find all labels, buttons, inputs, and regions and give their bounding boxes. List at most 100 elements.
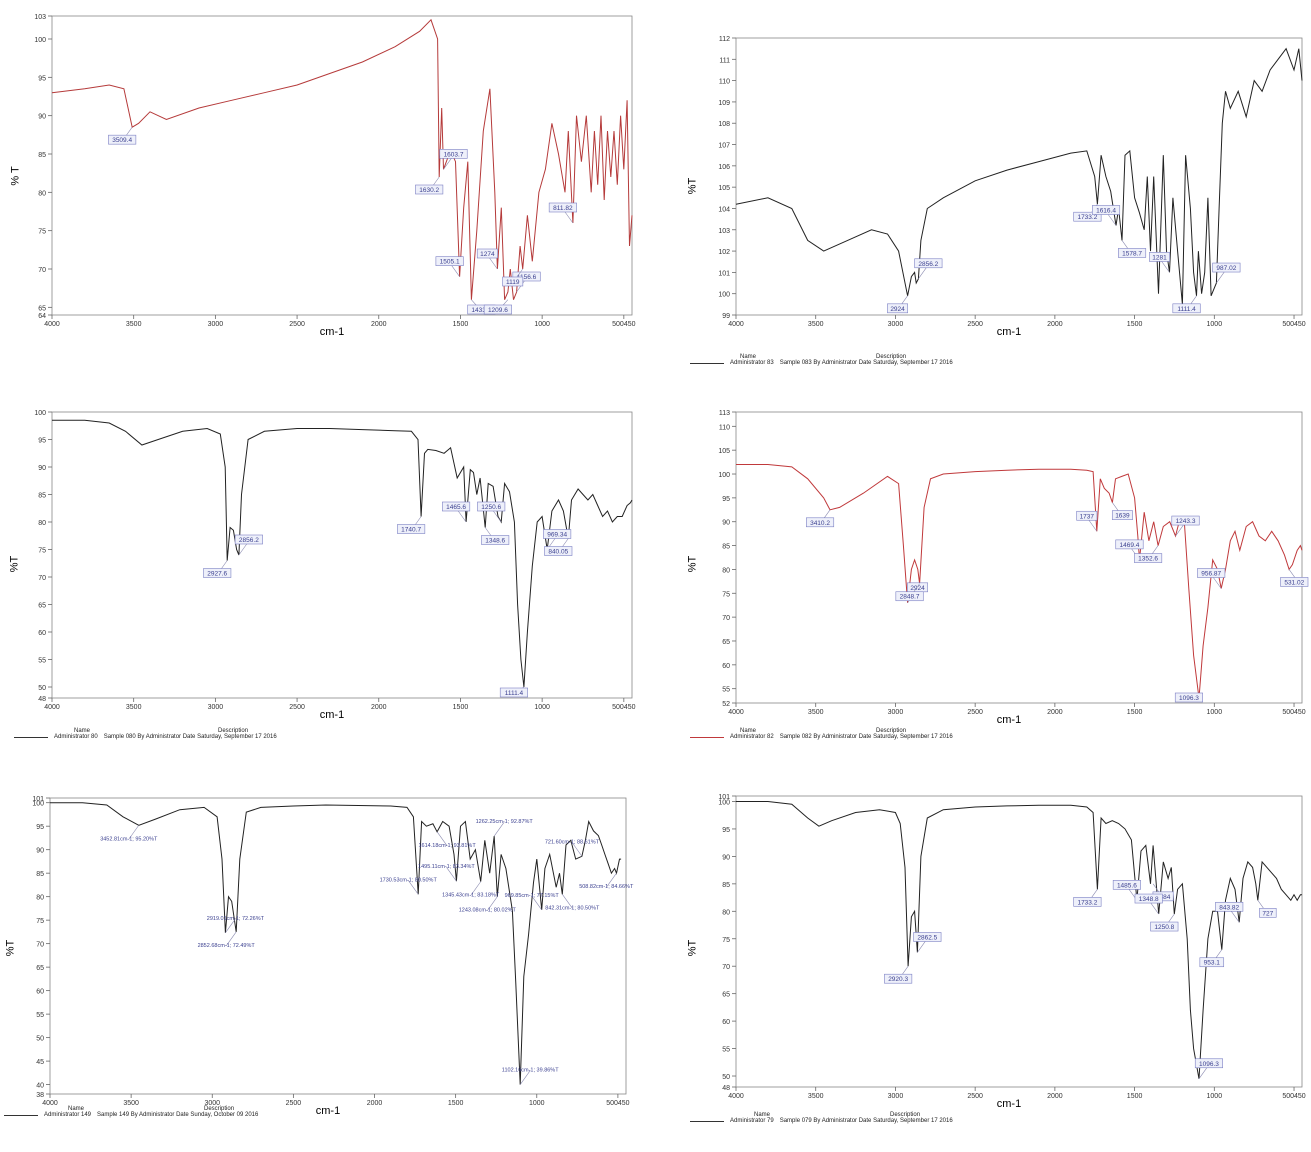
peak-label-box [887, 303, 909, 314]
peak-label-box [483, 304, 512, 315]
peak-label: 811.82 [553, 205, 573, 212]
x-tick-label: 3500 [808, 321, 824, 328]
y-tick-label: 52 [722, 701, 730, 708]
y-tick-label: 70 [38, 575, 46, 582]
x-tick-label: 4000 [42, 1100, 58, 1107]
x-tick-label: 1000 [1207, 709, 1223, 716]
legend-description: Sample 149 By Administrator Date Sunday,… [97, 1112, 259, 1118]
peak-leader [531, 895, 542, 910]
legend-name-header: Name [740, 728, 757, 734]
y-tick-label: 108 [718, 121, 730, 128]
peak-label-box [512, 271, 541, 282]
peak-leader [407, 880, 419, 895]
peak-label: 1111.4 [505, 690, 524, 697]
peak-label-box [1194, 1058, 1223, 1069]
y-tick-label: 85 [38, 152, 46, 159]
x-tick-label: 1000 [1207, 321, 1223, 328]
legend-footer: Name Description Administrator 82 Sample 0… [690, 728, 953, 740]
legend-name-header: Name [740, 354, 757, 360]
peak-label-box [108, 134, 137, 145]
plot-frame [51, 411, 633, 699]
peak-label-box [1197, 568, 1226, 578]
y-tick-label: 110 [719, 424, 730, 431]
legend-name-header: Name [74, 728, 91, 734]
y-tick-label: 100 [34, 410, 46, 417]
x-tick-label: 3000 [888, 709, 904, 716]
peak-label: 2862.5 [917, 934, 937, 941]
peak-label: 1102.16cm-1; 39.86%T [502, 1068, 559, 1074]
y-tick-label: 70 [38, 267, 46, 274]
x-axis-label: cm-1 [320, 326, 344, 338]
legend-desc-header: Description [890, 1112, 921, 1118]
y-tick-label: 106 [718, 164, 730, 171]
y-tick-label: 90 [722, 520, 730, 527]
x-tick-label: 1500 [1127, 1093, 1143, 1100]
plot-frame [735, 411, 1303, 704]
peak-label: 1737 [1080, 513, 1095, 520]
legend-desc-header: Description [204, 1106, 235, 1112]
legend-swatch [14, 736, 48, 738]
peak-label: 1465.6 [446, 504, 466, 511]
spectrum-panel-4: %T 52 55 60 65 70 75 80 85 90 95 100 105 110 113 4000 3… [670, 398, 1310, 768]
y-tick-label: 85 [722, 544, 730, 551]
legend-desc-header: Description [218, 728, 249, 734]
peak-leader [436, 831, 448, 847]
peak-label-box [397, 524, 426, 534]
peak-label: 1433.2 [471, 307, 491, 314]
peak-leader [128, 825, 140, 840]
peak-label: 1345.43cm-1; 83.18%T [442, 893, 500, 899]
y-tick-label: 80 [722, 567, 730, 574]
peak-label: 1348.6 [485, 538, 505, 545]
y-tick-label: 80 [722, 909, 730, 916]
peak-leader [562, 894, 573, 909]
x-tick-label: 3000 [888, 321, 904, 328]
peak-label: 1733.2 [1077, 214, 1097, 221]
peak-label-box [913, 932, 942, 942]
y-tick-label: 103 [718, 228, 730, 235]
peak-leader [487, 896, 498, 911]
peak-label: 1243.3 [1176, 518, 1196, 525]
peak-leader [571, 842, 583, 857]
peak-label-box [1134, 893, 1163, 904]
x-tick-label: 2000 [1047, 1093, 1063, 1100]
x-axis-label: cm-1 [320, 709, 344, 721]
x-tick-label: 1500 [453, 321, 469, 328]
peak-label-box [476, 248, 498, 259]
peak-label: 1733.2 [1077, 899, 1097, 906]
y-tick-label: 95 [36, 824, 44, 831]
peak-label: 2924 [890, 306, 905, 313]
peak-label: 1384 [1156, 894, 1171, 901]
y-tick-label: 65 [722, 992, 730, 999]
x-tick-label: 4000 [728, 709, 744, 716]
y-tick-label: 55 [722, 1047, 730, 1054]
x-tick-label: 2500 [967, 709, 983, 716]
y-tick-label: 75 [38, 548, 46, 555]
legend-swatch [690, 1120, 724, 1122]
spectrum-line [735, 47, 1303, 305]
peak-label-box [481, 535, 510, 545]
spectrum-panel-1: % T 64 65 70 75 80 85 90 95 100 103 4000 3500 3000 25… [0, 0, 640, 370]
legend-footer: Name Description Administrator 80 Sample 0… [14, 728, 277, 740]
peak-label-box [1212, 262, 1241, 273]
peak-label-box [477, 501, 506, 512]
plot-frame [49, 797, 627, 1095]
spectrum-line [51, 18, 633, 300]
y-tick-label: 65 [38, 603, 46, 610]
peak-leader [606, 873, 617, 888]
x-tick-label: 500450 [612, 321, 635, 328]
peak-leader [493, 821, 505, 837]
x-tick-label: 2000 [1047, 709, 1063, 716]
legend-description: Sample 080 By Administrator Date Saturda… [103, 734, 277, 740]
y-tick-label: 99 [722, 313, 730, 320]
x-tick-label: 2500 [286, 1100, 302, 1107]
x-tick-label: 500450 [1282, 709, 1305, 716]
y-tick-label: 101 [718, 270, 730, 277]
x-tick-label: 1500 [1127, 709, 1143, 716]
y-tick-label: 60 [38, 630, 46, 637]
peak-label: 721.60cm-1; 88.61%T [545, 839, 600, 845]
y-tick-label: 105 [718, 185, 730, 192]
y-tick-label: 85 [722, 882, 730, 889]
x-tick-label: 4000 [728, 1093, 744, 1100]
legend-description: Sample 082 By Administrator Date Saturda… [779, 734, 953, 740]
x-tick-label: 3500 [126, 704, 142, 711]
